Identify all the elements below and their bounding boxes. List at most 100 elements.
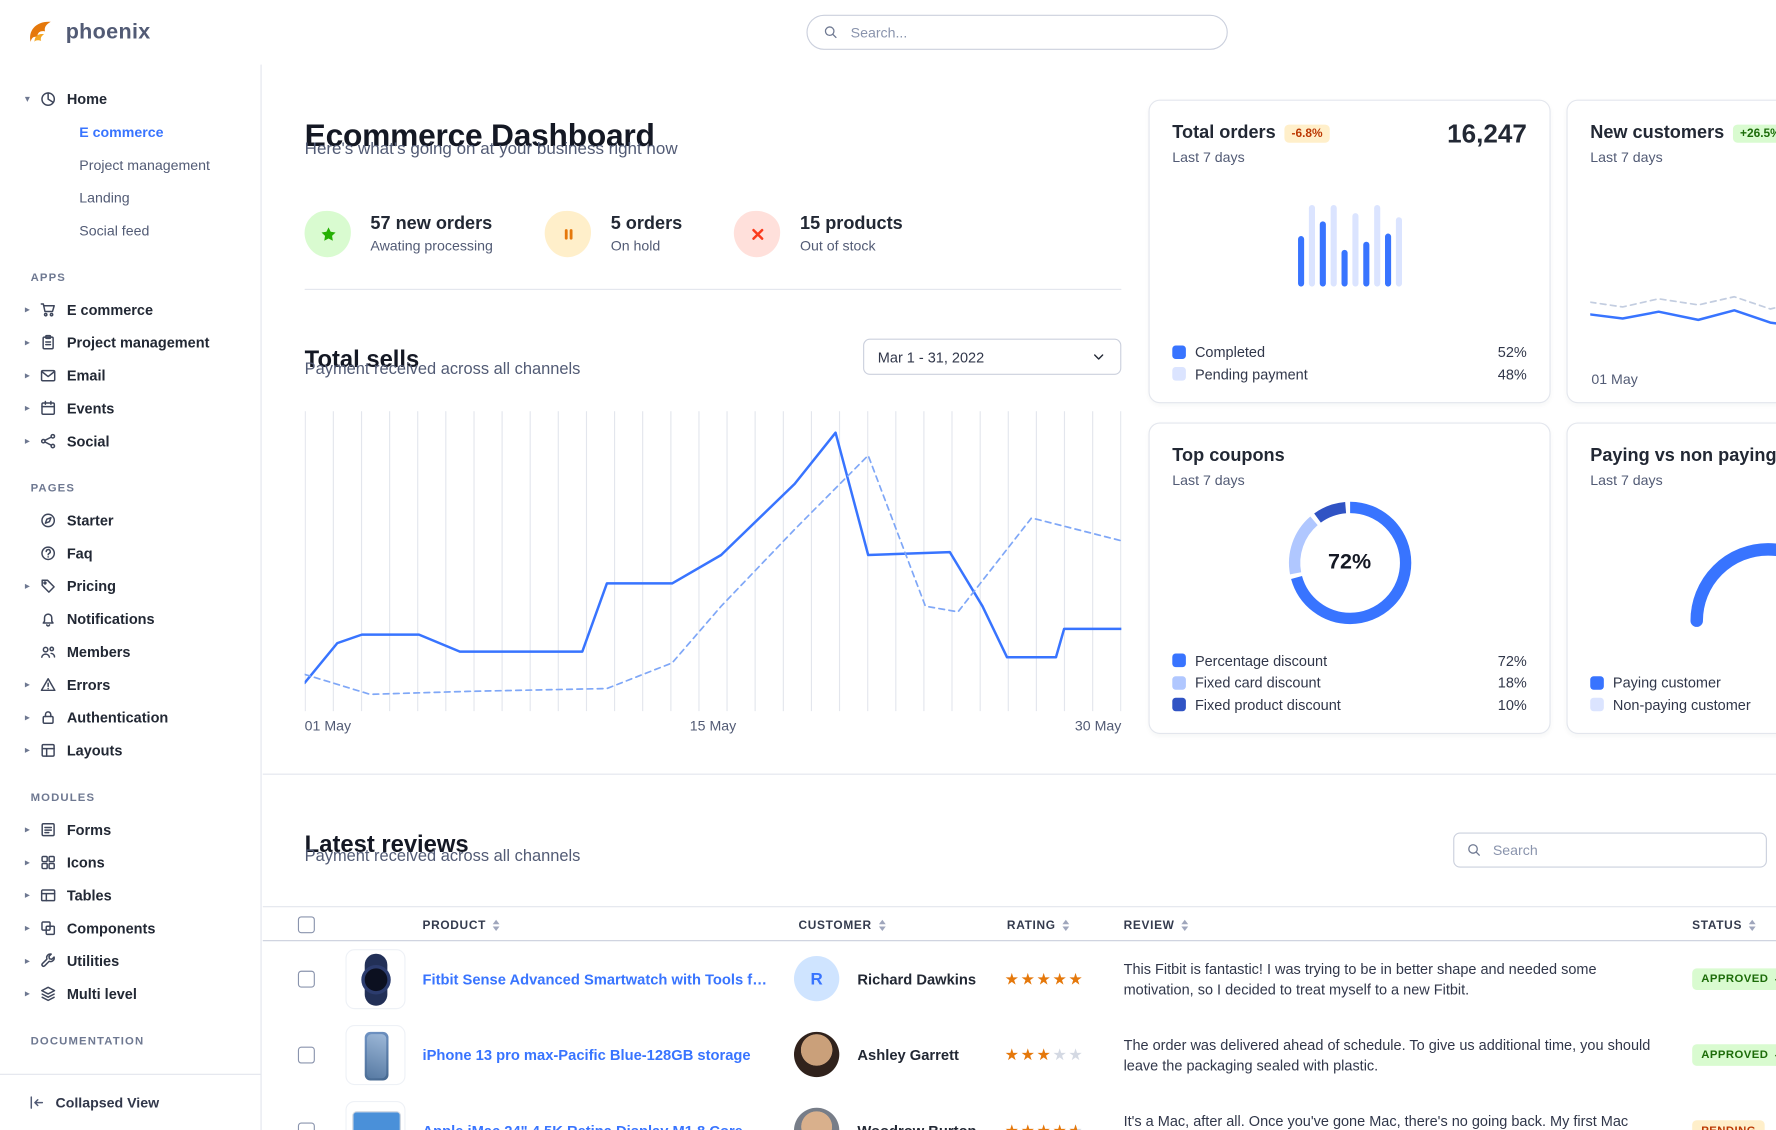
- divider: [304, 288, 1122, 290]
- column-header-customer[interactable]: CUSTOMER: [799, 907, 886, 942]
- card-title: Paying vs non paying: [1590, 446, 1776, 466]
- caret-right-icon: ▸: [24, 579, 31, 592]
- global-search[interactable]: [806, 14, 1228, 50]
- customer-name: Woodrow Burton: [857, 1093, 976, 1130]
- customer-name: Richard Dawkins: [857, 970, 977, 988]
- brand[interactable]: phoenix: [0, 17, 151, 48]
- column-header-product[interactable]: PRODUCT: [422, 907, 500, 942]
- sidebar-item-components[interactable]: ▸ Components: [0, 912, 261, 945]
- legend-item-pending-payment: Pending payment 48%: [1172, 363, 1527, 385]
- sidebar-subitem-project-management[interactable]: Project management: [79, 156, 210, 173]
- x-label: 30 May: [1074, 718, 1122, 734]
- sidebar-item-email[interactable]: ▸ Email: [0, 359, 261, 392]
- date-range-value: Mar 1 - 31, 2022: [877, 348, 985, 366]
- sidebar-item-layouts[interactable]: ▸ Layouts: [0, 734, 261, 767]
- sidebar-item-faq[interactable]: Faq: [0, 537, 261, 570]
- total-orders-legend: Completed 52% Pending payment 48%: [1172, 341, 1527, 385]
- product-image[interactable]: [345, 949, 406, 1010]
- total-sells-subtitle: Payment received across all channels: [304, 360, 581, 379]
- sidebar-item-label: Multi level: [66, 985, 137, 1003]
- sidebar-item-label: Members: [66, 643, 131, 661]
- search-input[interactable]: [848, 23, 1211, 42]
- top-coupons-legend: Percentage discount 72% Fixed card discoun…: [1172, 650, 1527, 716]
- mail-icon: [40, 367, 67, 384]
- product-image[interactable]: [345, 1025, 406, 1086]
- sidebar-collapse-toggle[interactable]: Collapsed View: [0, 1073, 261, 1130]
- tag-icon: [40, 578, 67, 595]
- column-header-review[interactable]: REVIEW: [1124, 907, 1189, 942]
- legend-label: Pending payment: [1194, 365, 1308, 383]
- caret-right-icon: ▸: [24, 678, 31, 690]
- date-range-select[interactable]: Mar 1 - 31, 2022: [863, 338, 1122, 375]
- sidebar-item-home[interactable]: ▾ Home: [0, 83, 261, 116]
- row-checkbox[interactable]: [297, 1046, 315, 1064]
- legend-label: Paying customer: [1612, 674, 1721, 692]
- total-orders-card: Total orders -6.8% Last 7 days 16,247 Co…: [1148, 99, 1551, 404]
- review-text: It's a Mac, after all. Once you've gone …: [1123, 1112, 1629, 1130]
- column-header-status[interactable]: STATUS: [1692, 907, 1756, 942]
- row-checkbox[interactable]: [297, 970, 315, 988]
- card-title: Top coupons: [1172, 446, 1285, 466]
- change-badge: +26.5%: [1733, 124, 1776, 143]
- sidebar-item-authentication[interactable]: ▸ Authentication: [0, 701, 261, 734]
- sidebar-item-utilities[interactable]: ▸ Utilities: [0, 945, 261, 978]
- stat-caption: Awating processing: [370, 237, 493, 254]
- card-period: Last 7 days: [1590, 472, 1663, 489]
- sidebar-item-members[interactable]: Members: [0, 635, 261, 668]
- select-all-checkbox[interactable]: [297, 916, 315, 934]
- row-checkbox[interactable]: [297, 1122, 315, 1130]
- sidebar-item-starter[interactable]: Starter: [0, 504, 261, 537]
- customer-name: Ashley Garrett: [857, 1046, 959, 1064]
- sidebar-item-e-commerce[interactable]: ▸ E commerce: [0, 293, 261, 326]
- reviews-search-input[interactable]: [1490, 840, 1754, 860]
- new-customers-card: New customers +26.5% Last 7 days 01 May: [1566, 99, 1776, 404]
- reviews-search[interactable]: [1453, 832, 1767, 868]
- column-header-rating[interactable]: RATING: [1007, 907, 1070, 942]
- sidebar-item-pricing[interactable]: ▸ Pricing: [0, 570, 261, 603]
- page-title: Ecommerce Dashboard: [304, 117, 655, 153]
- legend-swatch: [1172, 653, 1186, 668]
- star-icon: ★: [1020, 969, 1037, 988]
- collapsed-view-label: Collapsed View: [55, 1094, 160, 1111]
- sidebar-item-notifications[interactable]: Notifications: [0, 603, 261, 636]
- sidebar-item-label: Starter: [66, 511, 114, 529]
- product-link[interactable]: Apple iMac 24" 4.5K Retina Display M1 8 …: [422, 1122, 767, 1130]
- x-label: 01 May: [304, 718, 352, 734]
- sidebar-item-label: Email: [66, 366, 106, 384]
- legend-value: 18%: [1497, 674, 1527, 692]
- sidebar-item-multi-level[interactable]: ▸ Multi level: [0, 977, 261, 1010]
- product-link[interactable]: Fitbit Sense Advanced Smartwatch with To…: [422, 970, 768, 988]
- total-orders-value: 16,247: [1447, 118, 1527, 149]
- sidebar-item-label: Social: [66, 432, 110, 450]
- sidebar-item-tables[interactable]: ▸ Tables: [0, 879, 261, 912]
- product-link[interactable]: iPhone 13 pro max-Pacific Blue-128GB sto…: [422, 1046, 751, 1064]
- stat-value: 5 orders: [610, 214, 683, 234]
- sidebar-section-label-modules: MODULES: [30, 791, 96, 805]
- table-row: Fitbit Sense Advanced Smartwatch with To…: [263, 941, 1776, 1017]
- stat-value: 57 new orders: [370, 214, 493, 234]
- card-period: Last 7 days: [1172, 472, 1245, 489]
- components-icon: [40, 920, 67, 937]
- rating-stars: ★ ★ ★ ★ ★: [1005, 941, 1085, 1017]
- sidebar-item-label: Home: [66, 90, 108, 108]
- sidebar-item-icons[interactable]: ▸ Icons: [0, 846, 261, 879]
- sidebar-item-social[interactable]: ▸ Social: [0, 425, 261, 458]
- donut-center-label: 72%: [1328, 550, 1372, 575]
- sidebar-item-label: Authentication: [66, 709, 169, 727]
- star-icon: ★: [1021, 1121, 1037, 1130]
- sidebar-item-errors[interactable]: ▸ Errors: [0, 668, 261, 701]
- customer-avatar: [793, 1107, 840, 1130]
- sidebar-item-events[interactable]: ▸ Events: [0, 392, 261, 425]
- wrench-icon: [40, 953, 67, 970]
- search-icon: [1467, 843, 1482, 858]
- sidebar-subitem-e-commerce[interactable]: E commerce: [79, 124, 164, 140]
- product-image[interactable]: [345, 1100, 406, 1130]
- sidebar-item-project-management[interactable]: ▸ Project management: [0, 326, 261, 359]
- star-icon: ★: [1020, 1045, 1037, 1064]
- sidebar-subitem-landing[interactable]: Landing: [79, 189, 130, 206]
- sidebar-item-forms[interactable]: ▸ Forms: [0, 813, 261, 846]
- page-subtitle: Here's what's going on at your business …: [304, 139, 678, 159]
- sidebar-subitem-social-feed[interactable]: Social feed: [79, 222, 150, 239]
- caret-down-icon: ▾: [24, 92, 31, 105]
